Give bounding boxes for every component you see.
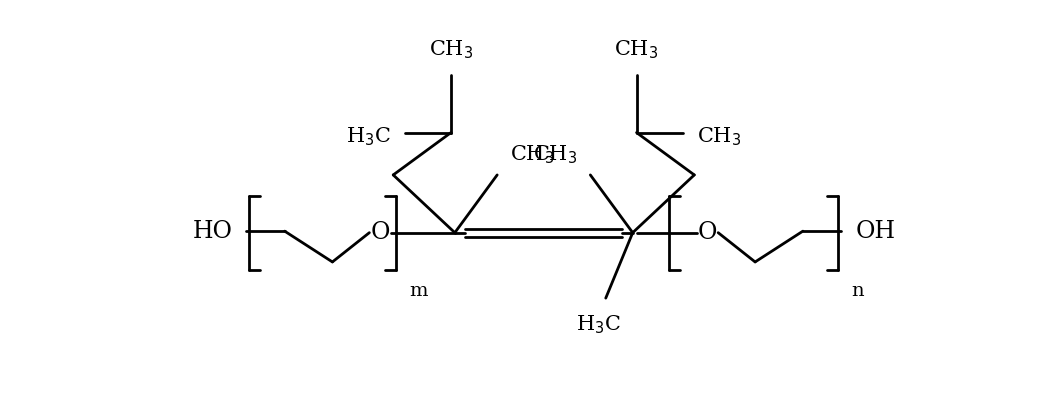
Text: H$_3$C: H$_3$C [575,314,621,336]
Text: CH$_3$: CH$_3$ [614,38,659,61]
Text: OH: OH [855,219,895,243]
Text: CH$_3$: CH$_3$ [534,143,578,166]
Text: HO: HO [192,219,232,243]
Text: O: O [698,221,717,244]
Text: CH$_3$: CH$_3$ [697,125,741,148]
Text: H$_3$C: H$_3$C [346,125,390,148]
Text: O: O [370,221,389,244]
Text: CH$_3$: CH$_3$ [509,143,554,166]
Text: CH$_3$: CH$_3$ [429,38,473,61]
Text: m: m [410,282,428,300]
Text: n: n [851,282,864,300]
